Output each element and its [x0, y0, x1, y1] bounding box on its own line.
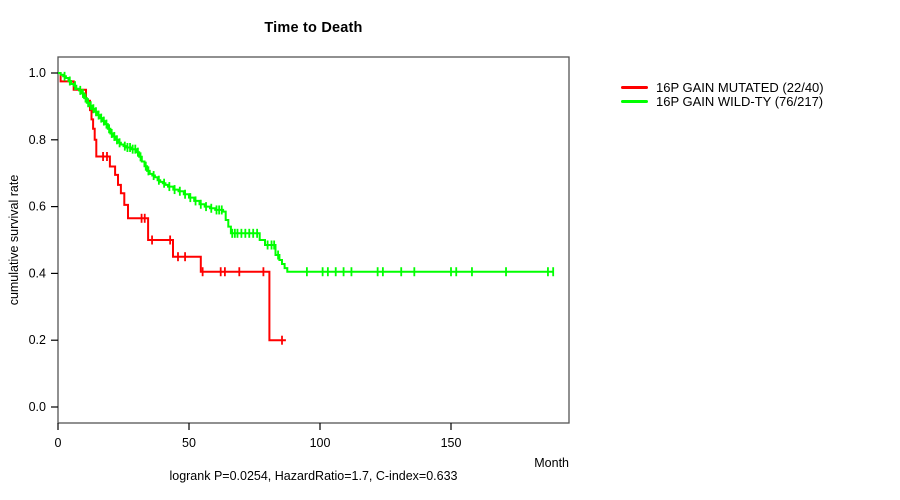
y-tick-label: 0.2 [29, 333, 46, 347]
y-axis-label: cumulative survival rate [7, 174, 21, 306]
legend-label: 16P GAIN WILD-TY (76/217) [656, 93, 824, 109]
y-tick-label: 0.8 [29, 133, 46, 147]
y-tick-label: 1.0 [29, 66, 46, 80]
y-tick-label: 0.6 [29, 200, 46, 214]
y-tick-label: 0.0 [29, 400, 46, 414]
y-axis: 0.0 0.2 0.4 0.6 0.8 1.0 [29, 66, 58, 414]
survival-curve-series-0 [58, 72, 286, 345]
survival-curve-series-1 [58, 71, 555, 277]
y-tick-label: 0.4 [29, 266, 46, 280]
legend-line-swatch [621, 85, 648, 89]
x-axis-label: Month [534, 456, 569, 470]
legend: 16P GAIN MUTATED (22/40) 16P GAIN WILD-TY… [621, 79, 824, 109]
legend-line-swatch [621, 99, 648, 103]
plot-frame [57, 56, 570, 424]
chart-title: Time to Death [264, 20, 363, 36]
legend-label: 16P GAIN MUTATED (22/40) [656, 79, 824, 95]
legend-item: 16P GAIN MUTATED (22/40) [621, 79, 824, 95]
km-step-line [58, 72, 554, 273]
km-step-line [58, 72, 286, 342]
x-tick-label: 100 [310, 436, 331, 450]
survival-curves [58, 71, 555, 345]
legend-item: 16P GAIN WILD-TY (76/217) [621, 93, 824, 109]
x-tick-label: 0 [55, 436, 62, 450]
plot-box [57, 56, 570, 424]
x-axis: 0 50 100 150 [55, 423, 462, 450]
statistics-caption: logrank P=0.0254, HazardRatio=1.7, C-ind… [169, 469, 458, 483]
x-tick-label: 150 [441, 436, 462, 450]
x-tick-label: 50 [182, 436, 196, 450]
